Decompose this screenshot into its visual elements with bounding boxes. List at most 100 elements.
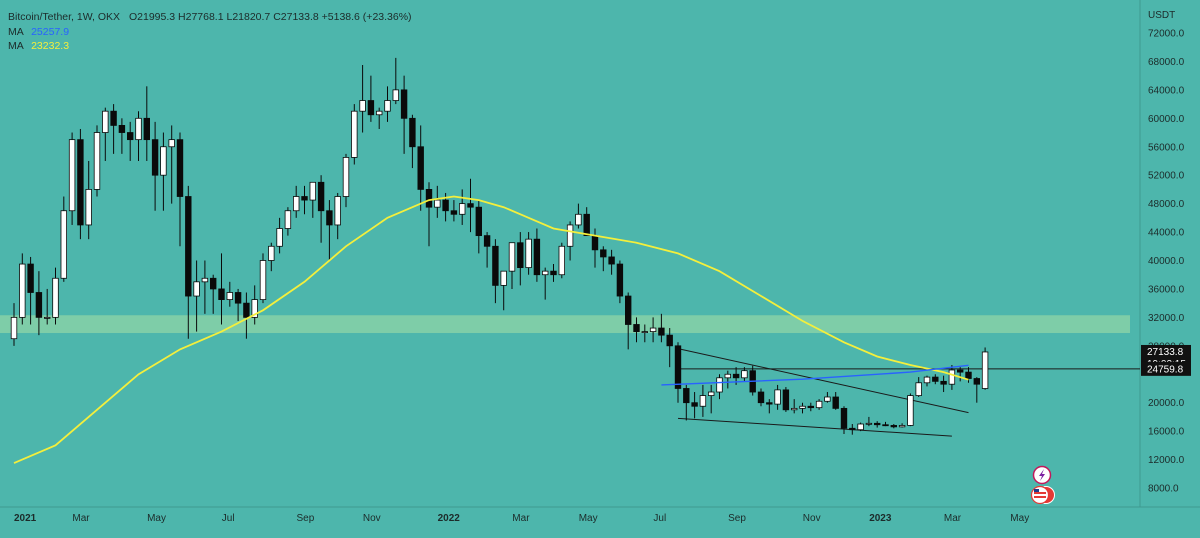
candle [932, 374, 939, 385]
ma-yellow-line [13, 195, 969, 464]
candle [243, 292, 250, 339]
y-tick-label: 20000.0 [1148, 398, 1185, 409]
candle-body-down [882, 424, 889, 427]
candle [741, 367, 748, 382]
candle-body-down [583, 213, 590, 237]
candle [143, 86, 150, 161]
candle-body-up [791, 407, 798, 411]
y-tick-label: 52000.0 [1148, 171, 1185, 182]
candle-body-down [483, 235, 491, 247]
candle [334, 192, 341, 240]
legend-ma1[interactable]: MA 25257.9 [8, 26, 69, 38]
candle [292, 185, 300, 218]
candle [907, 393, 914, 427]
candle [973, 377, 980, 403]
candle-body-down [932, 376, 939, 382]
candle [384, 86, 391, 122]
candle [409, 114, 416, 169]
ohlc-values: O21995.3 H27768.1 L21820.7 C27133.8 +513… [129, 11, 412, 23]
candle-body-up [193, 281, 200, 297]
candle [940, 375, 947, 393]
candle [218, 253, 225, 325]
x-tick-label: 2021 [14, 513, 37, 524]
candle [85, 160, 92, 240]
candle-body-up [168, 139, 175, 148]
time-axis[interactable]: 2021 Mar May Jul Sep Nov 2022 Mar May Jul Sep Nov 20… [14, 513, 1029, 524]
candle-body-up [500, 270, 507, 286]
candle [226, 281, 233, 307]
candle-body-up [542, 270, 549, 276]
candle [209, 274, 217, 314]
candle-body-down [218, 288, 225, 301]
candle-body-down [600, 249, 607, 258]
lightning-icon[interactable] [1032, 465, 1052, 485]
x-tick-label: Sep [297, 513, 315, 524]
level-price-tag: 24759.8 [1147, 364, 1184, 375]
candle-body-up [292, 196, 300, 212]
candle-body-up [699, 395, 707, 407]
candle-body-down [243, 302, 250, 318]
candle-body-up [525, 238, 532, 269]
candle-body-down [683, 388, 690, 404]
candle [425, 182, 433, 247]
candle [201, 260, 209, 314]
candle [865, 416, 873, 427]
current-price-tag: 27133.8 [1147, 347, 1184, 358]
candle [766, 399, 773, 414]
candle [649, 317, 657, 343]
candle-body-up [434, 199, 441, 208]
candle-body-down [400, 89, 408, 119]
candle [625, 292, 632, 350]
candle [616, 260, 624, 304]
candle [542, 267, 549, 300]
candle [35, 271, 43, 336]
us-flag-icon[interactable] [1030, 485, 1055, 505]
candle-body-up [724, 373, 731, 379]
candle-body-up [865, 422, 873, 425]
candle [483, 232, 491, 268]
candle [824, 392, 831, 403]
candle-body-down [450, 210, 458, 215]
candle-body-down [467, 203, 474, 208]
candle-body-down [317, 181, 325, 212]
candle [492, 239, 499, 304]
candle-body-down [417, 146, 424, 190]
ma2-value: 23232.3 [31, 40, 69, 52]
candle [965, 367, 972, 383]
candle-body-up [948, 369, 956, 385]
candle-body-up [259, 260, 267, 301]
candle-body-up [334, 196, 341, 226]
candle-body-down [807, 405, 814, 409]
candle-body-up [458, 203, 466, 215]
y-tick-label: 60000.0 [1148, 114, 1185, 125]
candle [77, 128, 84, 240]
candle-body-down [77, 139, 84, 226]
candle [874, 421, 881, 428]
candle-body-down [940, 380, 947, 385]
candle-body-up [641, 331, 648, 333]
candle [375, 107, 383, 129]
candle [160, 132, 167, 211]
candle [683, 384, 690, 421]
y-tick-label: 8000.0 [1148, 484, 1179, 495]
candle-body-down [475, 206, 482, 237]
candle-body-down [666, 334, 673, 347]
moving-averages-layer [13, 195, 969, 464]
legend-ma2[interactable]: MA 23232.3 [8, 40, 69, 52]
candle [27, 256, 34, 325]
x-tick-label: Sep [728, 513, 746, 524]
candle [849, 424, 856, 435]
candle [757, 388, 765, 407]
candle-body-down [143, 117, 150, 141]
candle [151, 121, 159, 211]
candle-body-down [367, 100, 375, 116]
candle-body-down [533, 238, 541, 276]
candle-body-up [708, 391, 715, 396]
candle [566, 221, 574, 261]
candle-body-down [591, 235, 599, 251]
symbol-name: Bitcoin/Tether, 1W, OKX [8, 11, 120, 23]
candle-body-down [326, 210, 333, 226]
ma1-label: MA [8, 26, 24, 38]
